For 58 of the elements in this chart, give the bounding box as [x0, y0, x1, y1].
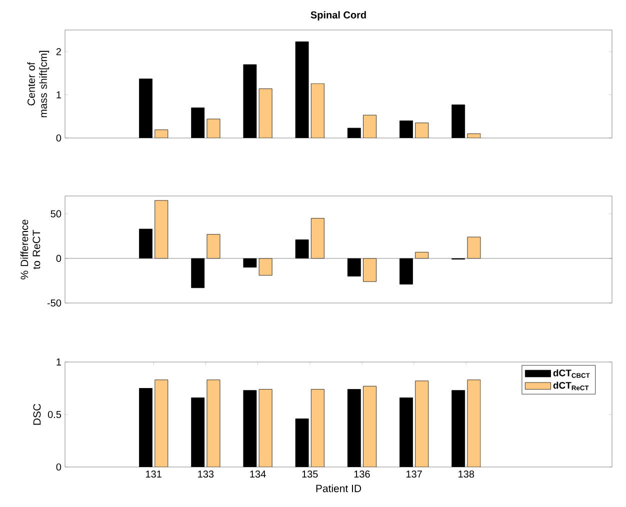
bar [400, 258, 413, 284]
x-tick-label: 137 [406, 470, 422, 478]
bar [467, 236, 481, 259]
y-tick-label: 0.5 [48, 410, 62, 418]
y-tick-label: 50 [50, 210, 62, 218]
bar [295, 418, 309, 468]
y-tick-label: 1 [56, 358, 61, 366]
bar [139, 388, 152, 468]
bar [139, 228, 152, 259]
x-tick-label: 134 [250, 470, 266, 478]
x-axis-title: Patient ID [316, 484, 362, 492]
y-tick-label: 0 [56, 254, 62, 262]
bar [154, 380, 168, 468]
bar [452, 390, 466, 468]
bar [415, 380, 429, 468]
bar [467, 133, 481, 138]
bar [206, 118, 220, 138]
legend-label: dCT$_{ReCT}$ [553, 382, 589, 390]
y-tick-label: 1 [56, 91, 61, 98]
y-axis-title: Center of mass shift[cm] [27, 50, 50, 118]
bar [154, 200, 168, 259]
bar [191, 258, 205, 288]
bar [415, 252, 429, 259]
bar [310, 83, 324, 138]
y-axis-title: DSC [33, 404, 41, 425]
y-axis-title: % Difference to ReCT [20, 220, 40, 280]
bar [206, 234, 220, 259]
y-tick-label: 0 [56, 134, 62, 142]
legend-label: dCT$_{CBCT}$ [553, 369, 590, 378]
y-tick-label: 0 [56, 463, 62, 471]
x-tick-label: 133 [198, 470, 214, 478]
bar [467, 380, 481, 468]
y-tick-label: -50 [47, 299, 62, 307]
bar [310, 218, 324, 259]
bar [191, 108, 205, 138]
bar [452, 104, 466, 138]
x-tick-label: 138 [458, 470, 474, 478]
chart-title: Spinal Cord [310, 11, 366, 20]
bar [310, 389, 324, 468]
bar [363, 258, 376, 282]
x-tick-label: 131 [146, 470, 162, 478]
bar [347, 128, 361, 138]
x-tick-label: 136 [354, 470, 370, 478]
bar [415, 122, 429, 138]
bar [347, 258, 361, 276]
bar [139, 78, 152, 138]
x-tick-label: 135 [302, 470, 318, 478]
bar [363, 114, 376, 138]
bar [154, 130, 168, 138]
bar [191, 398, 205, 468]
bar [295, 239, 309, 259]
bar [206, 380, 220, 468]
y-tick-label: 2 [56, 48, 61, 56]
bar [295, 41, 309, 138]
bar [400, 398, 413, 468]
bar [400, 120, 413, 138]
bar [347, 389, 361, 468]
bar [363, 386, 376, 468]
